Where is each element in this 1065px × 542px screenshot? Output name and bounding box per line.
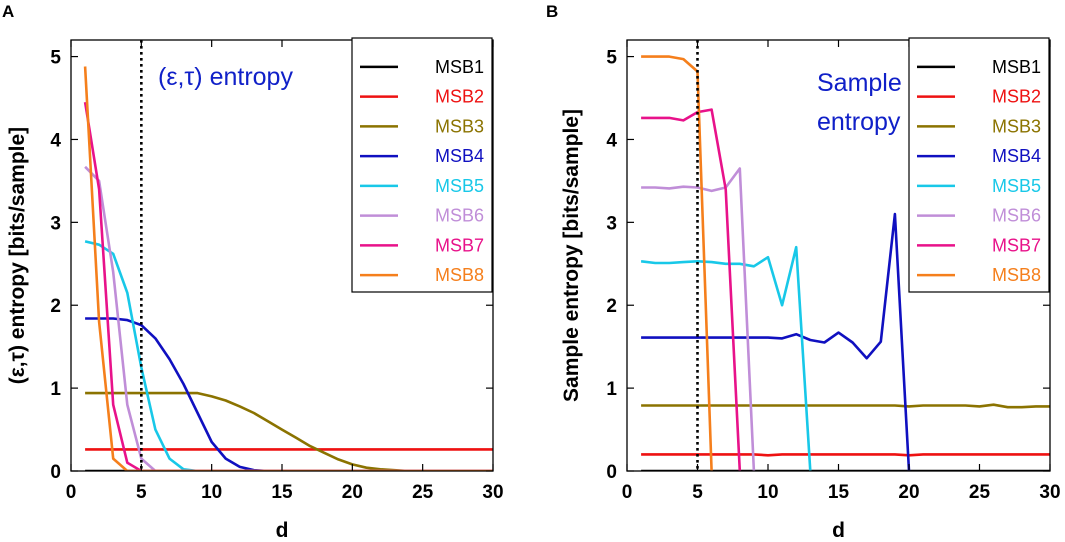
panel-b-y-tick-label: 2 xyxy=(606,296,617,317)
panel-b-chart: 0 5 10 15 20 25 30 0 1 2 3 4 5 d Sample entropy [bits/… xyxy=(560,37,1061,542)
panel-a-series-msb3 xyxy=(85,391,493,471)
panel-a-legend-label-msb8: MSB8 xyxy=(435,265,484,285)
panel-b-y-tick-label: 5 xyxy=(606,48,617,69)
panel-b-y-tick-label: 1 xyxy=(606,379,617,400)
panel-b-series-msb6 xyxy=(641,167,756,471)
panel-b-legend: MSB1 MSB2 MSB3 MSB4 MSB5 MSB6 MSB7 MSB8 xyxy=(908,37,1050,293)
panel-b-x-tick-label: 15 xyxy=(828,482,850,503)
panel-a-legend: MSB1 MSB2 MSB3 MSB4 MSB5 MSB6 MSB7 MSB8 xyxy=(351,37,493,293)
panel-b-series-msb3 xyxy=(641,403,1050,409)
panel-b-series-msb4 xyxy=(641,212,911,471)
panel-a-legend-box xyxy=(351,37,493,293)
panel-a-x-tick-label: 20 xyxy=(342,482,363,503)
panel-b-legend-label-msb3: MSB3 xyxy=(992,116,1041,136)
panel-b-legend-label-msb8: MSB8 xyxy=(992,265,1041,285)
panel-a-series-group xyxy=(83,66,493,471)
panel-b-y-tick-label: 3 xyxy=(606,213,617,234)
panel-a-x-axis-label: d xyxy=(276,519,289,542)
panel-a-y-tick-label: 4 xyxy=(50,130,61,151)
panel-a-legend-label-msb1: MSB1 xyxy=(435,57,484,77)
panel-b-legend-label-msb5: MSB5 xyxy=(992,176,1041,196)
panel-a-y-tick-label: 0 xyxy=(50,462,61,483)
panel-b-legend-label-msb1: MSB1 xyxy=(992,57,1041,77)
panel-b-x-tick-label: 30 xyxy=(1039,482,1060,503)
panel-b-legend-box xyxy=(908,37,1050,293)
panel-a-x-tick-label: 30 xyxy=(482,482,503,503)
panel-b-annotation-line: Sample xyxy=(817,69,902,97)
panel-b-x-tick-label: 5 xyxy=(692,482,703,503)
panel-letter-b: B xyxy=(546,2,558,21)
panel-b-legend-label-msb7: MSB7 xyxy=(992,235,1041,255)
panel-a-y-tick-label: 5 xyxy=(50,48,61,69)
panel-b-series-msb8 xyxy=(641,55,713,471)
panel-a-x-tick-label: 10 xyxy=(201,482,222,503)
panel-b-x-tick-label: 25 xyxy=(969,482,991,503)
panel-a-x-tick-label: 25 xyxy=(412,482,434,503)
panel-a-x-tick-label: 5 xyxy=(136,482,147,503)
panel-a-series-msb6 xyxy=(84,165,493,471)
panel-a-legend-label-msb7: MSB7 xyxy=(435,235,484,255)
panel-b-y-tick-label: 0 xyxy=(606,462,617,483)
panel-a-chart: 0 5 10 15 20 25 30 0 1 2 3 4 5 d (ε,τ) entropy [bits/s… xyxy=(6,37,504,542)
panel-a-legend-label-msb4: MSB4 xyxy=(435,146,484,166)
panel-b-series-msb2 xyxy=(641,453,1050,457)
panel-a-y-tick-label: 2 xyxy=(50,296,61,317)
panel-a-legend-label-msb3: MSB3 xyxy=(435,116,484,136)
panel-b-x-tick-label: 10 xyxy=(757,482,778,503)
panel-b-x-tick-label: 20 xyxy=(898,482,919,503)
panel-a-y-axis-label: (ε,τ) entropy [bits/sample] xyxy=(6,127,29,384)
panel-a-series-msb8 xyxy=(83,66,493,471)
panel-a-legend-label-msb5: MSB5 xyxy=(435,176,484,196)
panel-a-y-tick-label: 3 xyxy=(50,213,61,234)
panel-b-y-tick-label: 4 xyxy=(606,130,617,151)
panel-b-series-msb7 xyxy=(641,108,742,471)
panel-b-annotation-title: Sample entropy xyxy=(817,69,902,136)
panel-letter-a: A xyxy=(2,2,14,21)
panel-b-series-msb5 xyxy=(640,245,812,471)
panel-a-series-msb7 xyxy=(83,101,493,471)
panel-b-annotation-line: entropy xyxy=(817,108,901,136)
panel-b-legend-label-msb4: MSB4 xyxy=(992,146,1041,166)
panel-a-legend-label-msb6: MSB6 xyxy=(435,206,484,226)
panel-b-x-tick-label: 0 xyxy=(622,482,633,503)
panel-b-x-axis-label: d xyxy=(832,519,845,542)
panel-a-y-tick-label: 1 xyxy=(50,379,61,400)
panel-b-legend-label-msb2: MSB2 xyxy=(992,87,1041,107)
panel-a-legend-label-msb2: MSB2 xyxy=(435,87,484,107)
panel-a-x-tick-label: 0 xyxy=(66,482,77,503)
panel-a-x-tick-label: 15 xyxy=(271,482,293,503)
panel-a-annotation-title: (ε,τ) entropy xyxy=(158,63,293,91)
panel-b-y-axis-label: Sample entropy [bits/sample] xyxy=(560,109,583,402)
panel-a-annotation-line: (ε,τ) entropy xyxy=(158,63,293,91)
panel-b-legend-label-msb6: MSB6 xyxy=(992,206,1041,226)
panel-b-series-group xyxy=(640,55,1050,471)
